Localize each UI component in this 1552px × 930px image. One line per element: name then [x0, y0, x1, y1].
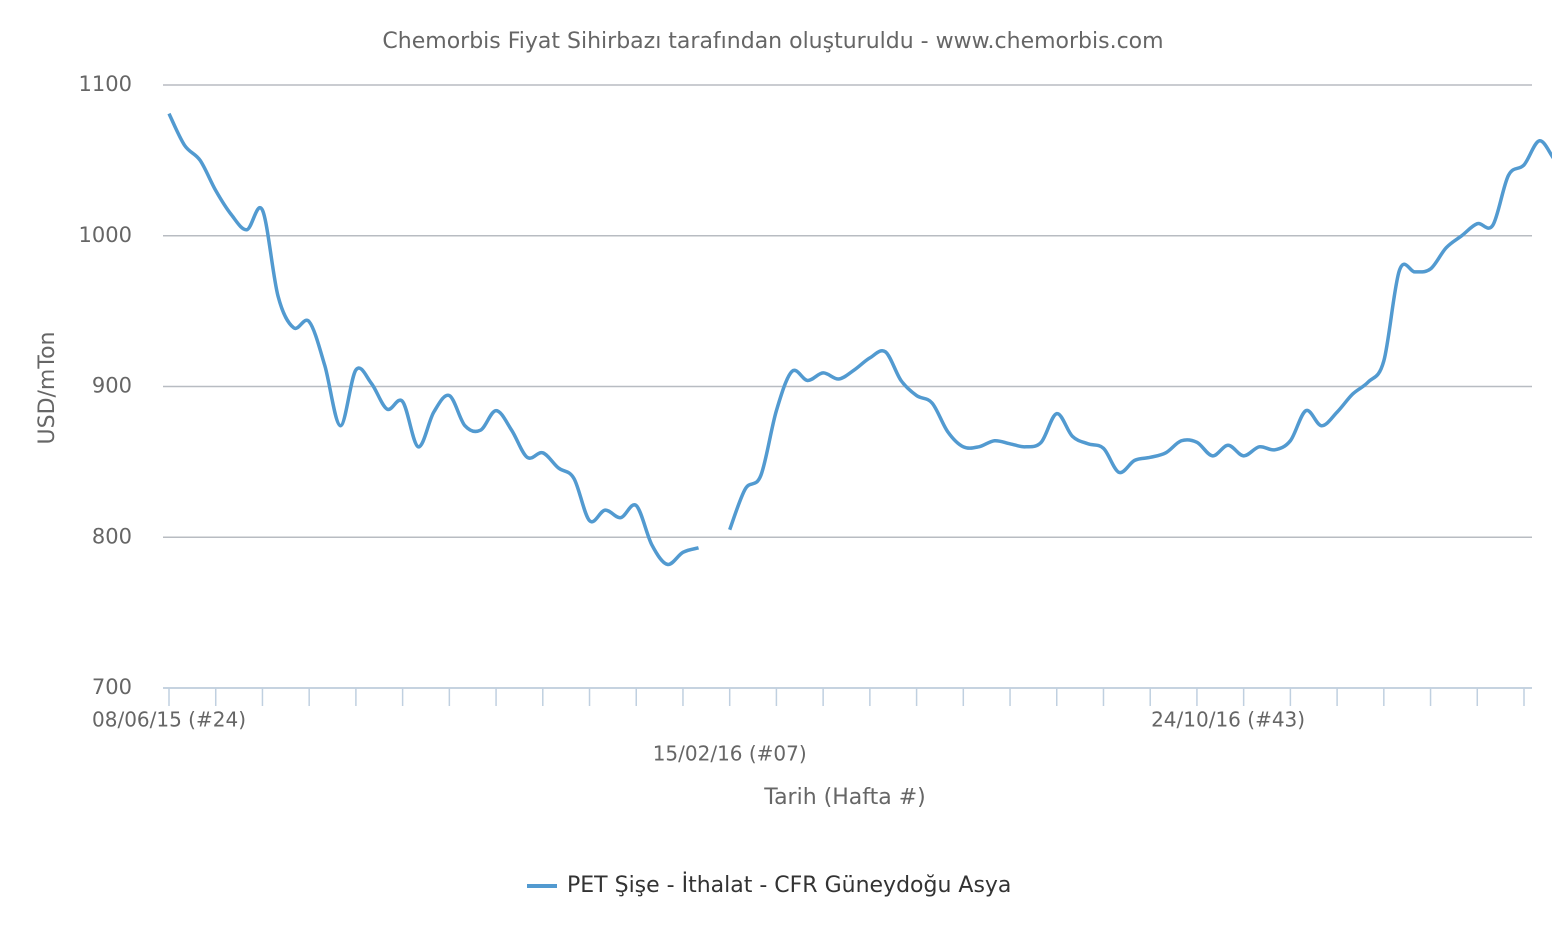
- chart-title: Chemorbis Fiyat Sihirbazı tarafından olu…: [382, 29, 1163, 54]
- y-tick-label: 800: [92, 524, 132, 548]
- y-tick-label: 1000: [79, 223, 132, 247]
- x-tick-label: 24/10/16 (#43): [1151, 708, 1305, 732]
- y-tick-label: 900: [92, 374, 132, 398]
- x-tick-label: 15/02/16 (#07): [653, 742, 807, 766]
- x-axis-label: Tarih (Hafta #): [763, 785, 925, 810]
- y-axis-label: USD/mTon: [35, 332, 60, 445]
- legend-label: PET Şişe - İthalat - CFR Güneydoğu Asya: [567, 872, 1011, 898]
- x-tick-label: 08/06/15 (#24): [92, 708, 246, 732]
- line: [167, 112, 1552, 567]
- y-tick-label: 1100: [79, 72, 132, 96]
- y-tick-label: 700: [92, 675, 132, 699]
